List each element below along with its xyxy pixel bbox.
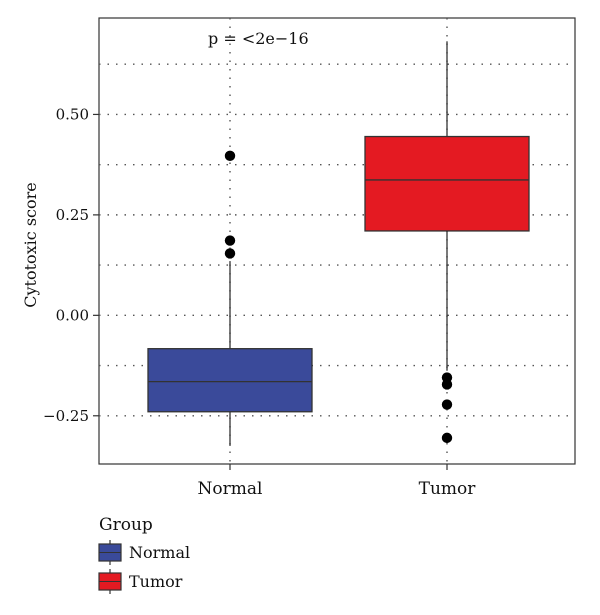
x-tick-label: Normal — [198, 479, 263, 499]
legend-item-normal: Normal — [98, 540, 190, 565]
legend-label: Normal — [129, 543, 190, 562]
legend-items: Normal Tumor — [98, 540, 190, 594]
grid-lines — [99, 18, 575, 464]
box-body — [364, 135, 530, 232]
legend: Group Normal Tumor — [98, 515, 190, 594]
outlier-point — [441, 399, 453, 410]
x-axis: Normal Tumor — [198, 464, 477, 499]
box-body — [147, 348, 313, 413]
legend-item-tumor: Tumor — [98, 569, 183, 594]
outlier-point — [441, 432, 453, 444]
y-tick-label: 0.00 — [56, 306, 89, 324]
box-tumor — [364, 41, 530, 444]
outlier-point — [441, 379, 453, 390]
legend-label: Tumor — [129, 572, 183, 591]
box-normal — [147, 150, 313, 446]
y-tick-label: 0.25 — [56, 206, 89, 224]
outlier-point — [224, 150, 236, 162]
y-tick-label: 0.50 — [56, 105, 89, 123]
boxes-group — [147, 41, 530, 446]
y-axis: −0.25 0.00 0.25 0.50 — [43, 105, 99, 425]
x-tick-label: Tumor — [419, 479, 477, 499]
legend-title: Group — [99, 515, 153, 535]
outlier-point — [224, 248, 236, 259]
outlier-point — [224, 235, 236, 246]
y-tick-label: −0.25 — [43, 407, 89, 425]
p-value-annotation: p = <2e−16 — [208, 29, 309, 48]
y-axis-label: Cytotoxic score — [21, 182, 40, 308]
